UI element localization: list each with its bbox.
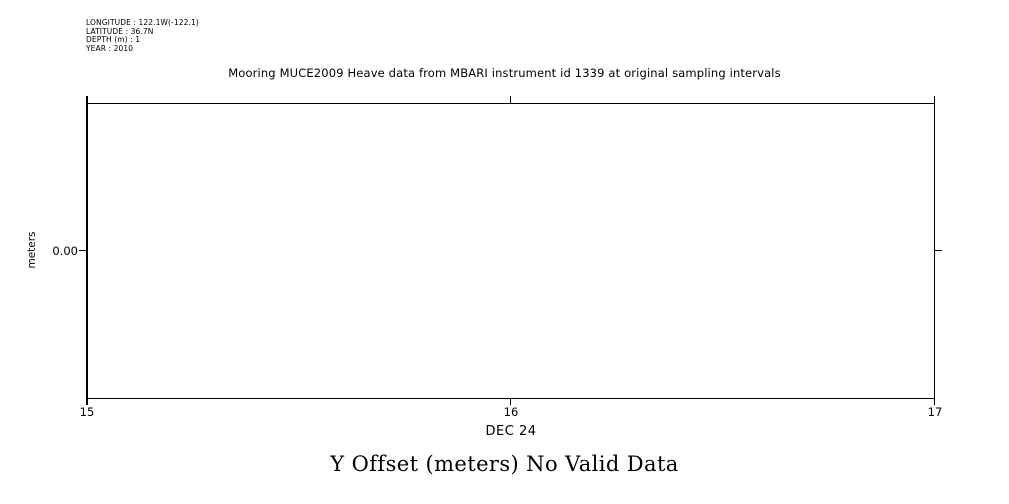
x-axis-label: DEC 24	[485, 424, 537, 439]
x-tick-label-16: 16	[503, 405, 519, 419]
y-tick-left-zero	[79, 250, 87, 251]
metadata-depth: DEPTH (m) : 1	[86, 35, 141, 45]
x-tick-top-16	[510, 96, 511, 104]
no-valid-data-caption: Y Offset (meters) No Valid Data	[330, 452, 679, 476]
x-tick-label-15: 15	[79, 405, 95, 419]
metadata-longitude: LONGITUDE : 122.1W(-122.1)	[86, 18, 199, 27]
x-tick-top-15	[86, 96, 88, 104]
y-tick-label-zero: 0.00	[52, 244, 78, 258]
y-tick-right-zero	[934, 250, 942, 251]
y-axis-right-line	[934, 103, 935, 399]
metadata-year: YEAR : 2010	[86, 43, 134, 53]
station-metadata-block: LONGITUDE : 122.1W(-122.1) LATITUDE : 36…	[86, 18, 199, 53]
x-tick-bottom-15	[86, 398, 88, 405]
x-tick-top-17	[934, 96, 935, 104]
y-axis-label: meters	[26, 231, 38, 269]
y-axis-left-line	[86, 103, 88, 399]
metadata-latitude: LATITUDE : 36.7N	[86, 26, 154, 36]
x-tick-bottom-16	[510, 398, 511, 405]
x-tick-label-17: 17	[927, 405, 943, 419]
plot-area	[79, 96, 942, 405]
chart-title: Mooring MUCE2009 Heave data from MBARI i…	[228, 66, 781, 80]
x-tick-bottom-17	[934, 398, 935, 405]
